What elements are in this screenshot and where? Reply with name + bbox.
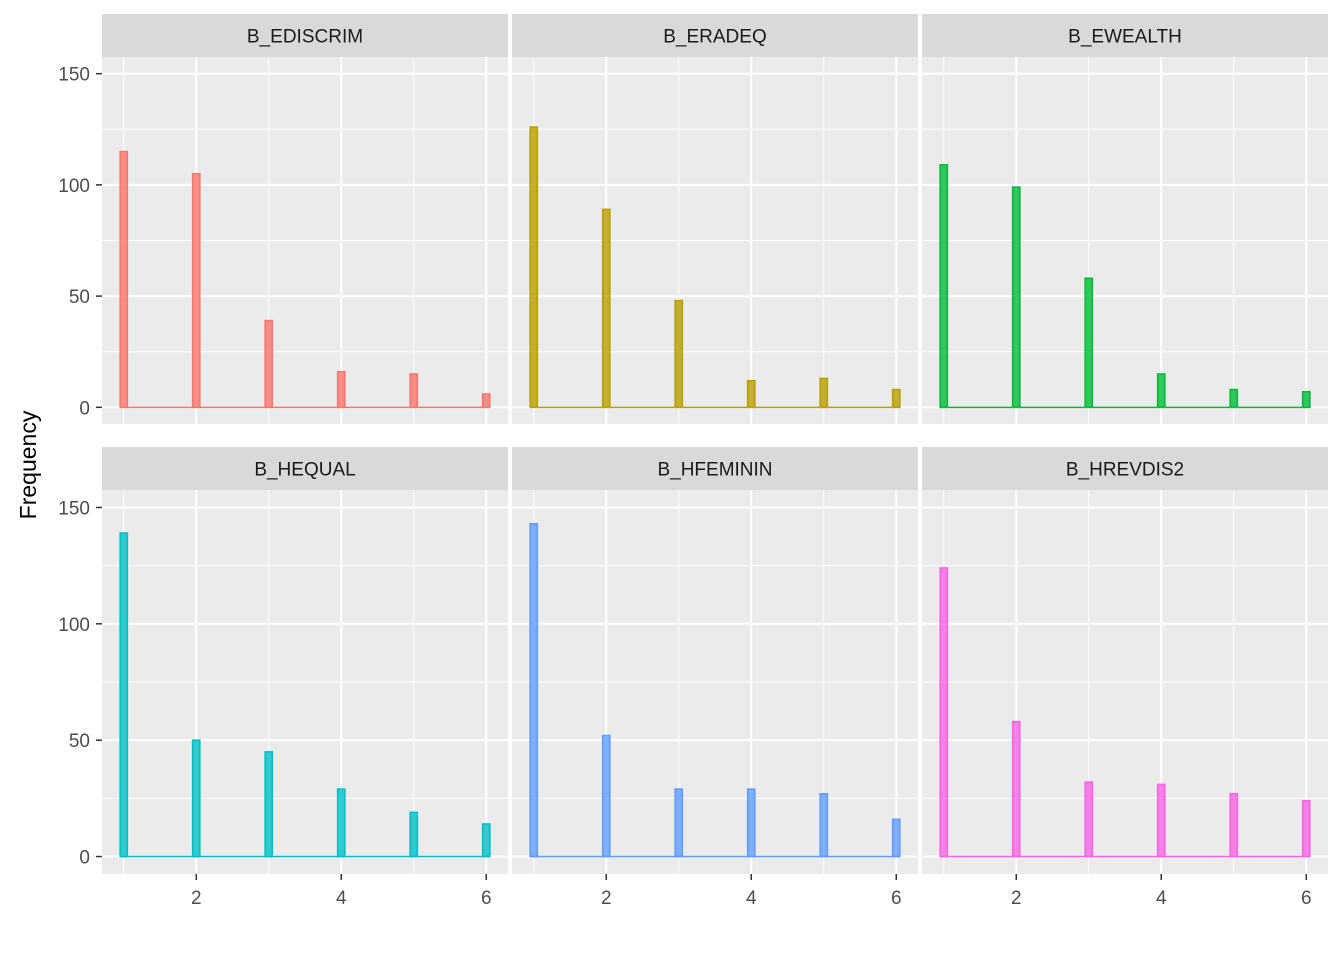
facet-title: B_HREVDIS2 [1066, 460, 1184, 481]
facet-strip [102, 14, 508, 57]
histogram-bar [746, 379, 756, 409]
histogram-bar [1156, 783, 1166, 858]
histogram-bar [601, 208, 611, 409]
y-tick-label: 100 [58, 615, 90, 636]
histogram-bar [1156, 373, 1166, 409]
histogram-bar [1301, 390, 1311, 409]
histogram-bar [481, 823, 491, 858]
histogram-bar [1229, 792, 1239, 858]
facet-title: B_HEQUAL [254, 460, 355, 481]
facet-b-ewealth: B_EWEALTH [922, 14, 1328, 424]
facet-b-ediscrim: B_EDISCRIM 0 50 100 150 [58, 14, 508, 424]
histogram-bar [1229, 388, 1239, 409]
y-tick-label: 0 [79, 848, 90, 869]
x-tick-label: 2 [1011, 888, 1022, 909]
facet-strip [102, 447, 508, 490]
histogram-bar [939, 164, 949, 409]
histogram-bar [674, 299, 684, 409]
histogram-bar [336, 370, 346, 409]
facet-b-hfeminin: B_HFEMININ 2 4 6 [512, 447, 918, 909]
x-tick-label: 2 [601, 888, 612, 909]
facet-b-eradeq: B_ERADEQ [512, 14, 918, 424]
histogram-bar [746, 788, 756, 858]
histogram-bar [819, 377, 829, 409]
histogram-bar [119, 150, 129, 409]
histogram-bar [409, 373, 419, 409]
histogram-bar [264, 751, 274, 858]
histogram-bar [529, 522, 539, 858]
histogram-bar [601, 734, 611, 858]
x-tick-label: 6 [481, 888, 492, 909]
histogram-bar [1301, 799, 1311, 858]
histogram-bar [481, 393, 491, 409]
histogram-bar [819, 792, 829, 858]
facet-b-hrevdis2: B_HREVDIS2 2 4 6 [922, 447, 1328, 909]
histogram-bar [409, 811, 419, 858]
x-tick-label: 6 [1301, 888, 1312, 909]
histogram-bar [891, 388, 901, 409]
y-axis-label: Frequency [15, 410, 41, 519]
facet-strip [512, 447, 918, 490]
y-tick-label: 150 [58, 65, 90, 86]
facet-title: B_EWEALTH [1068, 27, 1182, 48]
histogram-bar [1011, 720, 1021, 858]
facet-strip [922, 447, 1328, 490]
facet-title: B_HFEMININ [657, 460, 772, 481]
histogram-bar [529, 126, 539, 409]
histogram-bar [939, 567, 949, 858]
x-tick-label: 4 [1156, 888, 1167, 909]
facet-strip [922, 14, 1328, 57]
histogram-bar [264, 319, 274, 409]
histogram-bar [119, 532, 129, 858]
x-tick-label: 6 [891, 888, 902, 909]
histogram-bar [1084, 781, 1094, 858]
histogram-bar [191, 739, 201, 858]
facet-title: B_EDISCRIM [247, 27, 363, 48]
histogram-bar [191, 173, 201, 409]
facet-b-hequal: B_HEQUAL 0 50 100 150 2 4 6 [58, 447, 508, 909]
histogram-bar [891, 818, 901, 858]
y-tick-label: 0 [79, 398, 90, 419]
x-tick-label: 4 [336, 888, 347, 909]
y-tick-label: 100 [58, 176, 90, 197]
y-tick-label: 50 [69, 287, 90, 308]
histogram-bar [1084, 277, 1094, 409]
x-tick-label: 2 [191, 888, 202, 909]
x-tick-label: 4 [746, 888, 757, 909]
histogram-bar [1011, 186, 1021, 409]
facet-title: B_ERADEQ [663, 27, 766, 48]
facet-strip [512, 14, 918, 57]
y-tick-label: 150 [58, 498, 90, 519]
histogram-bar [674, 788, 684, 858]
y-tick-label: 50 [69, 731, 90, 752]
facet-panels: B_EDISCRIM 0 50 100 150 B_ERADEQ B_EWEALTH B_HE… [58, 14, 1328, 909]
histogram-bar [336, 788, 346, 858]
